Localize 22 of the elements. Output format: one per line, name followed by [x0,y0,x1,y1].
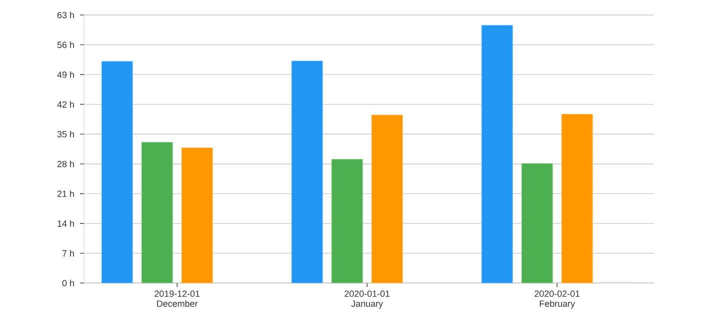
x-tick-label: 2020-01-01 January [344,290,390,309]
y-tick-label: 35 h [57,130,74,138]
bar [141,142,173,284]
bar [181,147,213,284]
bar [561,114,593,284]
x-tick-label: 2020-02-01 February [534,290,580,309]
bar [331,158,363,284]
x-tick-label: 2019-12-01 December [154,290,200,307]
bar [521,163,553,284]
y-tick-label: 14 h [58,220,74,227]
bar [291,60,323,284]
bar [481,24,513,284]
y-tick-label: 0 h [62,280,74,286]
y-tick-label: 56 h [57,41,74,48]
y-tick-label: 28 h [57,160,74,168]
y-tick-label: 49 h [57,71,74,78]
y-tick-label: 63 h [57,12,74,18]
y-tick-label: 7 h [62,250,74,256]
y-tick-label: 21 h [57,190,74,197]
bar [101,61,133,284]
bar [371,114,403,284]
y-tick-label: 42 h [57,101,74,108]
